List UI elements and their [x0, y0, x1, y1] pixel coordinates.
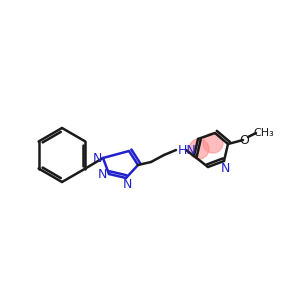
Text: N: N — [92, 152, 102, 164]
Text: N: N — [220, 161, 230, 175]
Text: HN: HN — [178, 143, 197, 157]
Circle shape — [189, 139, 209, 159]
Text: N: N — [97, 169, 107, 182]
Text: CH₃: CH₃ — [254, 128, 274, 138]
Text: O: O — [239, 134, 249, 146]
Text: N: N — [122, 178, 132, 190]
Circle shape — [203, 133, 223, 153]
